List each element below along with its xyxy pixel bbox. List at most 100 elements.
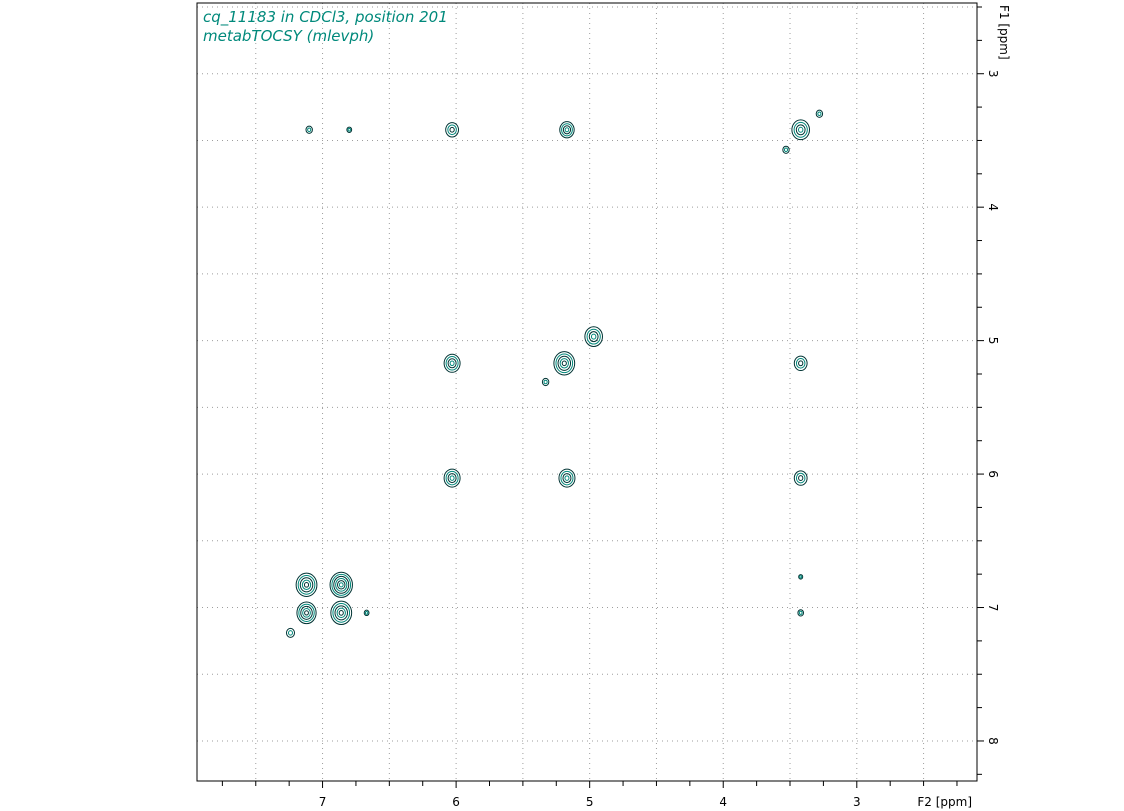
contour-ring — [559, 358, 569, 369]
contour-ring — [338, 582, 344, 588]
contour-ring — [298, 603, 315, 622]
contour-ring — [337, 580, 346, 590]
contour-peak — [330, 600, 353, 626]
contour-peak — [445, 122, 460, 138]
contour-ring — [791, 119, 810, 141]
contour-ring — [285, 627, 295, 638]
contour-ring — [347, 127, 351, 132]
contour-ring — [335, 578, 348, 592]
y-tick-label: 5 — [986, 337, 1000, 345]
contour-peak — [559, 121, 575, 139]
y-tick-label: 8 — [986, 737, 1000, 745]
contour-ring — [564, 127, 570, 133]
y-tick-label: 6 — [986, 470, 1000, 478]
contour-ring — [363, 609, 370, 617]
contour-ring — [447, 473, 457, 484]
x-axis-label: F2 [ppm] — [917, 795, 972, 809]
grid-lines — [197, 3, 977, 781]
contour-ring — [590, 333, 597, 340]
contour-peak — [285, 627, 295, 638]
contour-ring — [295, 572, 318, 598]
contour-ring — [299, 577, 314, 593]
contour-peak — [782, 145, 790, 154]
contour-peak — [558, 468, 576, 488]
contour-ring — [301, 579, 312, 591]
contour-ring — [445, 470, 459, 486]
contour-peak — [791, 119, 810, 141]
contour-ring — [795, 124, 806, 136]
contour-ring — [331, 573, 352, 596]
x-axis-ticks: 7 6 5 4 3 — [221, 781, 958, 809]
contour-ring — [338, 610, 344, 616]
contour-ring — [445, 356, 459, 371]
contour-ring — [586, 328, 601, 345]
contour-peak — [296, 601, 317, 625]
contour-ring — [553, 351, 576, 376]
contour-peak — [329, 571, 353, 598]
contour-ring — [795, 358, 806, 369]
contour-ring — [558, 468, 576, 488]
contour-ring — [817, 111, 822, 117]
contour-ring — [334, 605, 348, 621]
contour-ring — [793, 470, 808, 486]
contour-ring — [449, 360, 455, 367]
contour-ring — [588, 331, 599, 343]
contour-peak — [584, 326, 603, 348]
contour-ring — [782, 145, 790, 154]
contour-ring — [797, 609, 804, 617]
y-tick-label: 3 — [986, 70, 1000, 78]
contour-ring — [797, 126, 804, 133]
contour-peak — [553, 351, 576, 376]
y-tick-label: 7 — [986, 604, 1000, 612]
contour-ring — [303, 581, 310, 588]
contour-ring — [584, 326, 603, 348]
contour-ring — [330, 600, 353, 626]
contour-ring — [798, 475, 804, 481]
contour-ring — [798, 610, 803, 615]
contour-ring — [799, 575, 803, 579]
contour-ring — [447, 358, 457, 369]
contour-peak — [305, 125, 313, 134]
title-line-1: cq_11183 in CDCl3, position 201 — [203, 8, 448, 27]
contour-ring — [329, 571, 353, 598]
contour-ring — [443, 468, 461, 488]
contour-ring — [564, 475, 570, 481]
contour-peak — [443, 468, 461, 488]
x-tick-label: 5 — [586, 795, 594, 809]
contour-ring — [557, 355, 572, 371]
contour-peak — [815, 109, 824, 118]
contour-peak — [541, 377, 550, 387]
contour-ring — [333, 575, 350, 594]
x-tick-label: 7 — [319, 795, 327, 809]
contour-ring — [793, 355, 808, 372]
contour-ring — [798, 574, 804, 580]
plot-frame — [196, 2, 978, 782]
title-line-2: metabTOCSY (mlevph) — [203, 27, 374, 45]
contour-ring — [555, 353, 574, 374]
contour-ring — [562, 125, 572, 135]
contour-peak — [363, 609, 370, 617]
contour-ring — [561, 123, 573, 137]
contour-ring — [302, 608, 311, 618]
contour-ring — [562, 473, 572, 484]
x-tick-label: 3 — [853, 795, 861, 809]
contour-ring — [307, 127, 312, 133]
y-axis-label: F1 [ppm] — [997, 5, 1011, 60]
contour-ring — [297, 574, 316, 595]
contour-ring — [449, 475, 455, 481]
contour-peak — [295, 572, 318, 598]
contour-peak — [798, 574, 804, 580]
contour-ring — [793, 121, 808, 138]
contour-ring — [798, 360, 804, 367]
contour-ring — [336, 607, 346, 619]
contour-ring — [559, 121, 575, 139]
contour-ring — [304, 610, 309, 616]
contour-ring — [287, 630, 293, 636]
contour-ring — [346, 126, 353, 133]
contour-ring — [447, 124, 457, 136]
contour-peaks — [285, 109, 824, 638]
x-tick-label: 6 — [452, 795, 460, 809]
contour-peak — [346, 126, 353, 133]
contour-peak — [793, 355, 808, 372]
